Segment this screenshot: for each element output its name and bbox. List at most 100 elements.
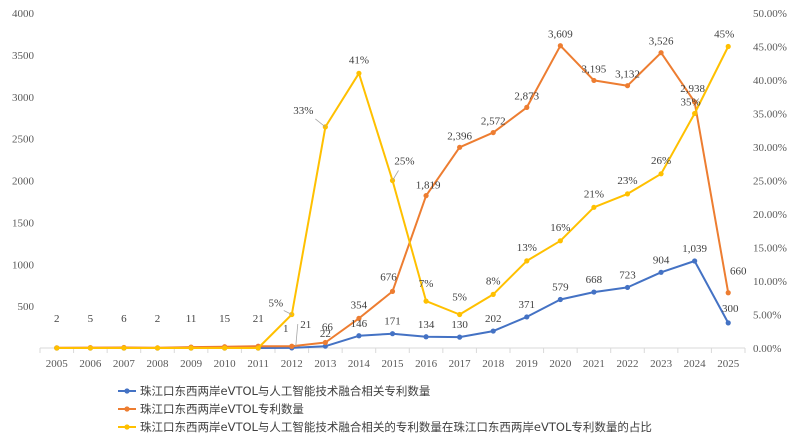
data-label: 2,873 [514,90,539,102]
data-label: 45% [714,29,734,41]
series-1-point [658,269,664,275]
data-label: 1,039 [682,243,707,255]
series-3-point [54,345,60,351]
series-3-point [725,43,731,50]
leader-line [295,323,299,347]
x-tick-label: 2022 [617,358,639,370]
series-1-point [389,331,396,337]
data-label: 3,526 [649,36,674,48]
data-label: 5% [452,292,467,304]
x-tick-label: 2010 [214,358,237,370]
y-right-tick-label: 25.00% [753,176,787,188]
series-1-point [524,314,530,320]
series-1-point [356,333,362,339]
data-label: 1,819 [416,180,441,192]
series-3-point [154,345,161,351]
x-tick-label: 2021 [583,358,605,370]
legend-swatch-marker-1 [124,388,130,394]
series-3-point [87,345,93,351]
series-3-point [255,345,261,351]
data-label: 26% [651,155,671,167]
data-label: 3,609 [548,29,573,41]
series-3-point [457,311,463,318]
x-tick-label: 2007 [113,358,136,370]
data-label: 723 [619,269,636,281]
series-2-point [423,193,429,199]
data-label: 3,132 [615,69,640,81]
series-2-point [591,77,597,84]
y-right-tick-label: 30.00% [753,142,787,154]
series-1-point [557,296,563,303]
series-3-point [121,345,127,351]
series-3-point [490,291,496,297]
data-label: 8% [486,275,501,287]
legend-swatch-marker-3 [124,424,130,430]
series-2-point [289,343,295,349]
series-1-point [457,334,463,340]
series-2-point [658,50,664,56]
data-label: 2,396 [447,130,472,142]
data-label: 1 [283,323,289,335]
legend-label-3: 珠江口东西两岸eVTOL与人工智能技术融合相关的专利数量在珠江口东西两岸eVTO… [140,420,652,434]
y-left-tick-label: 1500 [12,217,35,229]
series-2-point [524,104,530,110]
legend: 珠江口东西两岸eVTOL与人工智能技术融合相关专利数量珠江口东西两岸eVTOL专… [118,384,652,434]
data-label: 660 [730,266,747,278]
data-label: 134 [418,319,435,331]
x-tick-label: 2023 [650,358,673,370]
data-label: 21 [300,319,311,331]
y-right-tick-label: 45.00% [753,42,787,54]
y-right-tick-label: 0.00% [753,343,781,355]
series-3-point [591,204,597,210]
x-tick-label: 2025 [717,358,740,370]
data-label: 202 [485,313,502,325]
y-left-tick-label: 3500 [12,50,35,62]
leader-line [392,170,399,181]
x-tick-label: 2015 [382,358,405,370]
series-3-point [356,70,362,76]
data-label: 6 [121,313,127,325]
data-label: 3,195 [582,63,607,75]
x-tick-label: 2011 [247,358,269,370]
data-label: 904 [653,254,670,266]
data-label: 22 [320,328,331,340]
series-2-point [490,129,496,136]
y-left-tick-label: 500 [18,301,35,313]
legend-label-1: 珠江口东西两岸eVTOL与人工智能技术融合相关专利数量 [140,384,430,398]
x-tick-label: 2020 [549,358,572,370]
y-right-tick-label: 35.00% [753,109,787,121]
series-2-point [557,43,563,49]
series-line-3 [56,46,730,349]
x-tick-label: 2017 [449,358,472,370]
series-1-point [725,320,731,326]
data-label: 21% [584,188,604,200]
y-right-tick-label: 40.00% [753,75,787,87]
y-right-tick-label: 20.00% [753,209,787,221]
series-lines [54,43,731,351]
data-label: 35% [681,97,701,109]
series-1-point [490,328,496,334]
x-tick-label: 2019 [516,358,539,370]
data-label: 300 [722,303,739,315]
data-label: 13% [517,242,537,254]
legend-label-2: 珠江口东西两岸eVTOL专利数量 [140,402,304,416]
data-label: 354 [351,299,368,311]
data-label: 21 [253,313,264,325]
x-tick-label: 2005 [46,358,69,370]
data-label: 25% [394,156,414,168]
series-3-point [222,345,228,351]
data-label: 15 [219,313,231,325]
y-right-tick-label: 50.00% [753,8,787,20]
data-label: 371 [519,299,536,311]
series-3-point [423,298,429,304]
series-1-point [692,258,698,264]
data-label: 41% [349,54,369,66]
series-1-point [624,284,631,291]
series-2-point [356,315,362,321]
series-2-point [322,339,328,346]
series-2-point [389,288,396,294]
data-label: 16% [550,222,570,234]
series-3-point [624,191,631,197]
data-label: 23% [617,175,637,187]
data-label: 171 [384,316,401,328]
